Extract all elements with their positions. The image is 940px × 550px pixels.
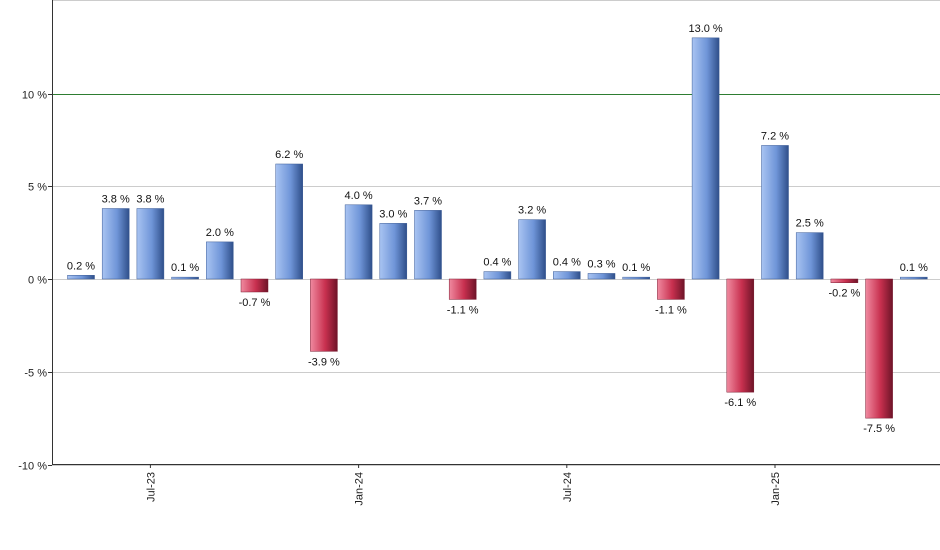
x-tick-labels: Jul-23 Jan-24 Jul-24 Jan-25 bbox=[145, 472, 782, 506]
data-label: 0.1 % bbox=[622, 262, 650, 274]
data-label: 3.7 % bbox=[414, 195, 442, 207]
bar bbox=[310, 278, 338, 352]
data-label: 0.4 % bbox=[553, 257, 581, 269]
bar bbox=[691, 37, 720, 280]
data-label: -0.7 % bbox=[239, 297, 271, 309]
data-label: 0.4 % bbox=[483, 257, 511, 269]
bar bbox=[657, 278, 685, 300]
bar bbox=[900, 276, 928, 280]
bar bbox=[379, 223, 408, 280]
data-label: -7.5 % bbox=[863, 423, 895, 435]
data-label: 0.1 % bbox=[171, 262, 199, 274]
data-labels: 0.2 % 3.8 % 3.8 % 0.1 % 2.0 % -0.7 % 6.2 % -3.9… bbox=[67, 23, 928, 435]
bar bbox=[240, 278, 269, 293]
axes-group bbox=[48, 0, 940, 468]
bar bbox=[206, 241, 234, 280]
bar bbox=[587, 273, 616, 280]
bar bbox=[483, 271, 512, 280]
data-label: 2.5 % bbox=[796, 218, 824, 230]
bar bbox=[518, 219, 546, 280]
bar bbox=[101, 208, 130, 280]
data-label: 3.8 % bbox=[102, 194, 130, 206]
bar bbox=[865, 278, 893, 419]
x-tick-label: Jan-25 bbox=[770, 472, 782, 506]
x-tick-label: Jul-23 bbox=[145, 472, 157, 502]
y-tick-label: 5 % bbox=[28, 182, 47, 194]
bar bbox=[67, 275, 95, 280]
bar bbox=[344, 204, 373, 280]
bar bbox=[761, 145, 789, 280]
data-label: 7.2 % bbox=[761, 130, 789, 142]
data-label: 0.3 % bbox=[587, 258, 615, 270]
bar bbox=[171, 276, 199, 280]
grid-lines bbox=[52, 0, 940, 466]
data-label: 2.0 % bbox=[206, 227, 234, 239]
data-label: 0.1 % bbox=[900, 262, 928, 274]
y-tick-labels: -10 % -5 % 0 % 5 % 10 % bbox=[18, 90, 47, 473]
data-label: 3.2 % bbox=[518, 205, 546, 217]
bars-group bbox=[67, 37, 928, 419]
data-label: 3.8 % bbox=[136, 194, 164, 206]
data-label: 4.0 % bbox=[345, 190, 373, 202]
bar bbox=[726, 278, 755, 393]
bar bbox=[275, 163, 303, 280]
bar bbox=[553, 271, 581, 280]
x-tick-label: Jan-24 bbox=[354, 472, 366, 506]
data-label: -1.1 % bbox=[447, 304, 479, 316]
x-tick-label: Jul-24 bbox=[562, 472, 574, 502]
data-label: 6.2 % bbox=[275, 149, 303, 161]
y-tick-label: 0 % bbox=[28, 275, 47, 287]
data-label: -1.1 % bbox=[655, 304, 687, 316]
y-tick-label: -5 % bbox=[24, 368, 47, 380]
bar bbox=[622, 276, 650, 280]
bar bbox=[414, 210, 442, 280]
bar bbox=[448, 278, 477, 300]
bar bbox=[136, 208, 165, 280]
data-label: -6.1 % bbox=[724, 397, 756, 409]
data-label: -0.2 % bbox=[829, 288, 861, 300]
bar bbox=[830, 278, 859, 283]
data-label: -3.9 % bbox=[308, 356, 340, 368]
data-label: 0.2 % bbox=[67, 260, 95, 272]
y-tick-label: -10 % bbox=[18, 461, 47, 473]
data-label: 3.0 % bbox=[379, 208, 407, 220]
bar bbox=[795, 232, 824, 280]
data-label: 13.0 % bbox=[688, 23, 722, 35]
y-tick-label: 10 % bbox=[22, 90, 47, 102]
